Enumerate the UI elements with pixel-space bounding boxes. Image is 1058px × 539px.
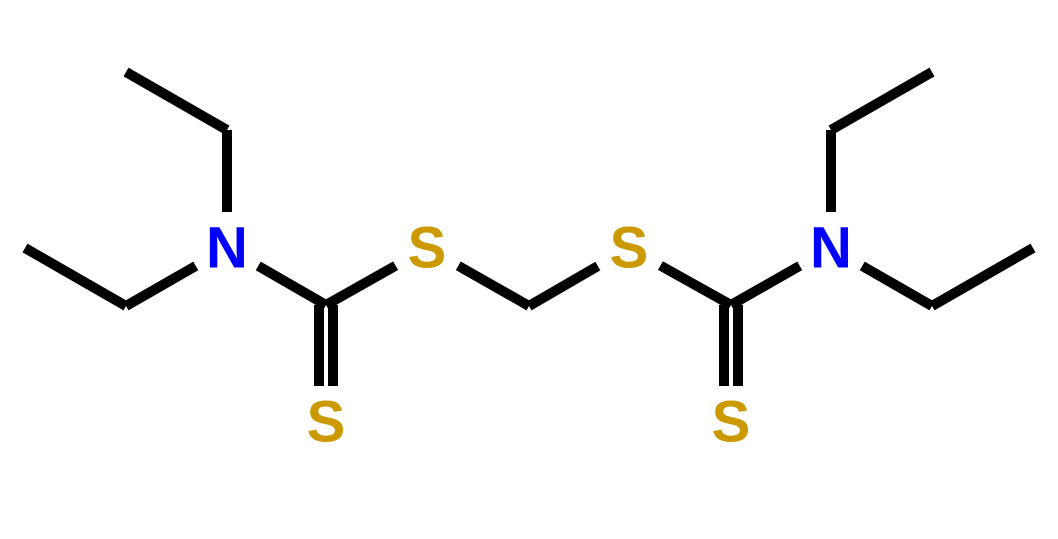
bond-single <box>862 266 932 306</box>
bond-single <box>660 266 731 305</box>
bond-single <box>126 72 227 130</box>
molecule-diagram: N N S S S S <box>0 0 1058 539</box>
bond-single <box>25 248 126 306</box>
atom-label-s: S <box>712 390 751 455</box>
labels-group: N N S S S S <box>206 216 852 455</box>
atom-label-s: S <box>307 390 346 455</box>
bond-single <box>731 266 800 305</box>
bond-single <box>326 266 396 305</box>
atom-label-n: N <box>206 216 248 281</box>
bonds-group <box>25 72 1033 386</box>
bond-single <box>258 266 326 305</box>
bond-single <box>831 72 932 130</box>
bond-single <box>932 248 1033 306</box>
bond-single <box>458 266 529 306</box>
bond-single <box>529 266 598 306</box>
atom-label-s: S <box>408 216 447 281</box>
bond-single <box>126 266 196 306</box>
atom-label-n: N <box>810 216 852 281</box>
atom-label-s: S <box>610 216 649 281</box>
